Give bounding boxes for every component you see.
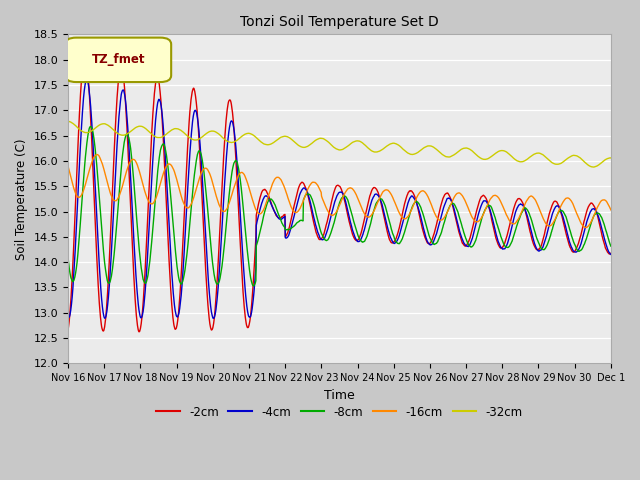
-16cm [543, 222, 550, 228]
-16cm [186, 204, 193, 210]
-32cm [607, 155, 614, 161]
-2cm [607, 251, 614, 256]
-16cm [246, 188, 253, 193]
-16cm [495, 195, 502, 201]
-2cm [186, 114, 193, 120]
-32cm [589, 164, 597, 170]
-16cm [172, 174, 180, 180]
-32cm [185, 134, 193, 140]
-16cm [424, 193, 432, 199]
-32cm [172, 126, 179, 132]
-4cm [186, 162, 193, 168]
-8cm [424, 230, 432, 236]
-4cm [209, 315, 217, 321]
-4cm [607, 252, 614, 257]
Line: -32cm: -32cm [68, 121, 611, 167]
X-axis label: Time: Time [324, 389, 355, 402]
Line: -2cm: -2cm [68, 56, 611, 332]
-32cm [246, 131, 253, 136]
-2cm [172, 325, 180, 331]
-8cm [246, 270, 253, 276]
-4cm [543, 230, 551, 236]
-4cm [172, 312, 180, 317]
-16cm [64, 163, 72, 169]
Text: TZ_fmet: TZ_fmet [92, 53, 145, 67]
Line: -8cm: -8cm [68, 127, 611, 286]
-4cm [495, 241, 503, 247]
-2cm [81, 53, 89, 59]
-8cm [186, 229, 193, 235]
-8cm [543, 242, 551, 248]
-8cm [172, 253, 180, 259]
Line: -4cm: -4cm [68, 80, 611, 318]
-32cm [64, 119, 72, 124]
-32cm [543, 155, 550, 161]
-8cm [495, 228, 503, 234]
Legend: -2cm, -4cm, -8cm, -16cm, -32cm: -2cm, -4cm, -8cm, -16cm, -32cm [152, 401, 527, 423]
-8cm [607, 243, 614, 249]
FancyBboxPatch shape [65, 37, 171, 82]
-2cm [424, 241, 432, 247]
Line: -16cm: -16cm [68, 155, 611, 228]
-4cm [83, 77, 91, 83]
-2cm [135, 329, 143, 335]
Title: Tonzi Soil Temperature Set D: Tonzi Soil Temperature Set D [240, 15, 439, 29]
-2cm [543, 219, 551, 225]
-16cm [582, 225, 590, 230]
-8cm [87, 124, 95, 130]
Y-axis label: Soil Temperature (C): Soil Temperature (C) [15, 138, 28, 260]
-16cm [93, 152, 101, 157]
-4cm [64, 314, 72, 320]
-4cm [424, 240, 432, 246]
-2cm [495, 243, 503, 249]
-2cm [64, 327, 72, 333]
-8cm [64, 254, 72, 260]
-8cm [250, 283, 257, 289]
-4cm [246, 314, 254, 320]
-32cm [424, 143, 431, 149]
-32cm [495, 148, 502, 154]
-16cm [607, 207, 614, 213]
-2cm [246, 316, 254, 322]
